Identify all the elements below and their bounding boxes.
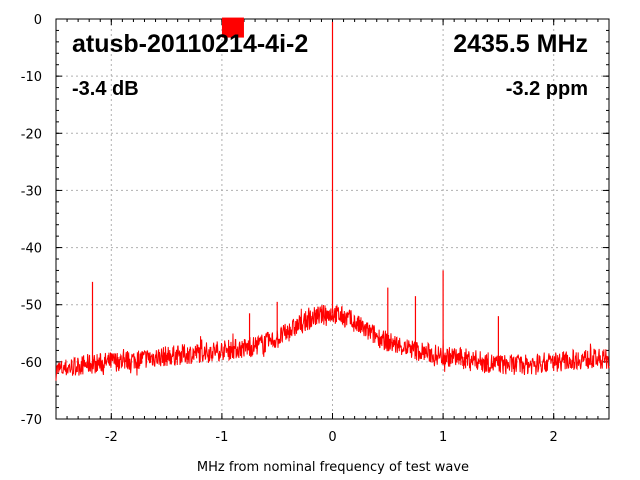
y-tick-label: -50 (21, 299, 42, 314)
x-tick-label: 0 (328, 430, 336, 445)
y-tick-label: -10 (21, 70, 42, 85)
x-tick-label: 2 (550, 430, 558, 445)
power-label: -3.4 dB (72, 78, 139, 100)
frequency-label: 2435.5 MHz (453, 30, 588, 58)
frequency-marker (221, 17, 244, 38)
y-tick-label: -40 (21, 242, 42, 257)
ppm-offset-label: -3.2 ppm (506, 78, 588, 100)
y-tick-label: -30 (21, 184, 42, 199)
y-tick-label: 0 (34, 13, 42, 28)
y-tick-label: -60 (21, 356, 42, 371)
x-tick-label: -1 (215, 430, 228, 445)
x-tick-label: 1 (439, 430, 447, 445)
x-tick-label: -2 (105, 430, 118, 445)
y-tick-label: -20 (21, 127, 42, 142)
y-tick-label: -70 (21, 413, 42, 428)
data-layer (55, 17, 610, 381)
x-axis-label: MHz from nominal frequency of test wave (197, 460, 469, 475)
spectrum-trace (55, 305, 610, 381)
axes: -2 -1 0 1 20-10-20-30-40-50-60-70 (21, 13, 610, 445)
device-label: atusb-20110214-4i-2 (72, 30, 308, 58)
